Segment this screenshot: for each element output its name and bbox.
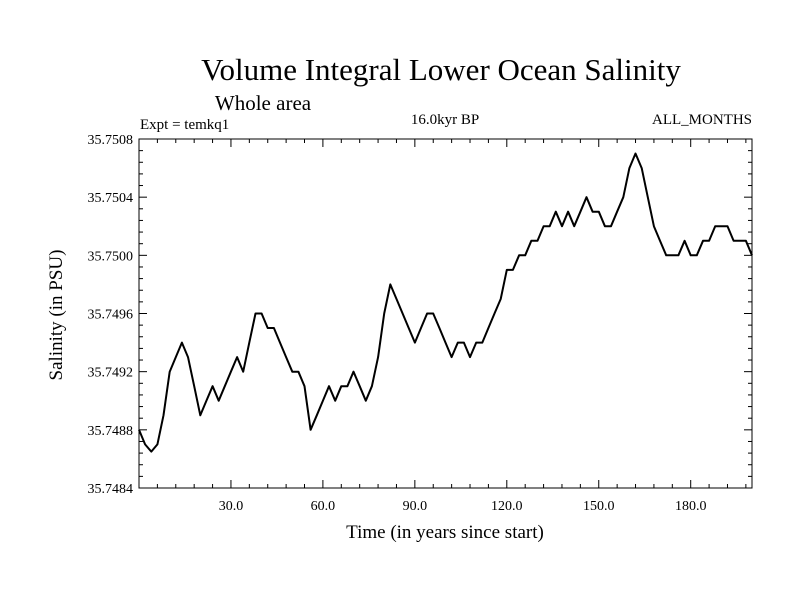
chart-title: Volume Integral Lower Ocean Salinity — [201, 52, 681, 87]
y-tick-label: 35.7492 — [88, 366, 134, 381]
x-tick-label: 90.0 — [403, 499, 428, 514]
x-tick-label: 30.0 — [219, 499, 244, 514]
y-tick-label: 35.7484 — [88, 482, 134, 497]
experiment-label: Expt = temkq1 — [140, 117, 229, 133]
x-tick-label: 150.0 — [583, 499, 615, 514]
y-tick-label: 35.7496 — [88, 308, 134, 323]
chart-subtitle: Whole area — [215, 91, 312, 115]
y-tick-label: 35.7488 — [88, 424, 134, 439]
x-tick-label: 180.0 — [675, 499, 707, 514]
y-tick-label: 35.7504 — [88, 191, 134, 206]
plot-frame — [138, 138, 753, 489]
months-label: ALL_MONTHS — [652, 112, 752, 128]
y-tick-label: 35.7500 — [88, 249, 134, 264]
x-axis-label: Time (in years since start) — [346, 522, 544, 543]
series-line-salinity — [138, 152, 753, 453]
y-axis-label: Salinity (in PSU) — [46, 250, 67, 381]
period-label: 16.0kyr BP — [411, 112, 479, 128]
x-tick-label: 120.0 — [491, 499, 523, 514]
x-tick-label: 60.0 — [311, 499, 336, 514]
plot-area: 30.0 60.0 90.0 120.0 150.0 180.0 35.7484 35.748… — [88, 133, 753, 514]
y-tick-label: 35.7508 — [88, 133, 134, 148]
